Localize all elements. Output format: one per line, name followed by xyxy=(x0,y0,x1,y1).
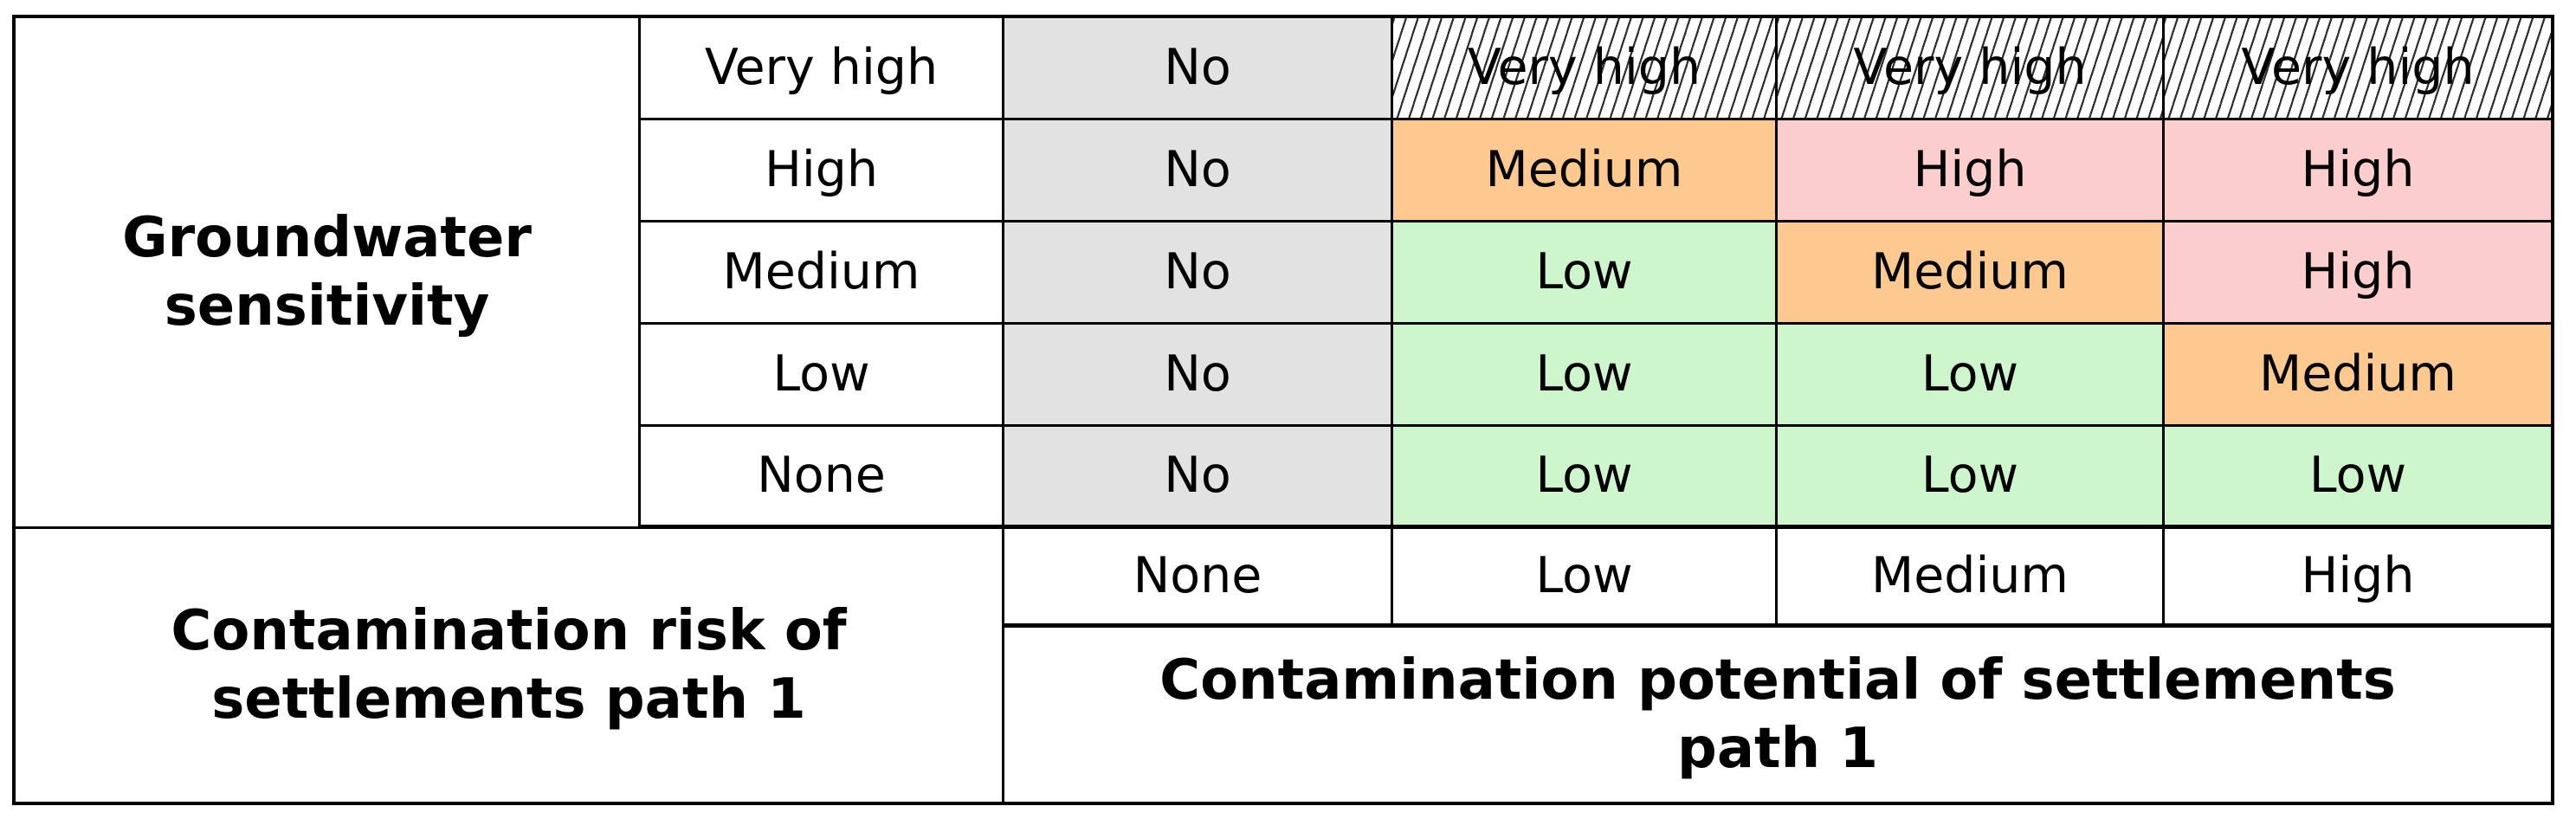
row-label-none: None xyxy=(641,427,1004,529)
matrix-cell: High xyxy=(1778,120,2165,222)
matrix-cell: No xyxy=(1004,120,1393,222)
matrix-cell: Low xyxy=(1778,427,2165,529)
matrix-cell: Medium xyxy=(1778,222,2165,325)
matrix-cell: Medium xyxy=(1393,120,1778,222)
matrix-cell: Low xyxy=(1778,325,2165,427)
risk-matrix-table: Groundwater sensitivity Very high No Ver… xyxy=(12,15,2554,805)
matrix-cell: High xyxy=(2165,120,2551,222)
matrix-cell: Low xyxy=(1393,427,1778,529)
matrix-cell: No xyxy=(1004,325,1393,427)
col-label-high: High xyxy=(2165,529,2551,628)
matrix-cell: Very high xyxy=(2165,18,2551,120)
matrix-cell: No xyxy=(1004,427,1393,529)
matrix-cell: Very high xyxy=(1778,18,2165,120)
matrix-cell: Medium xyxy=(2165,325,2551,427)
row-label-medium: Medium xyxy=(641,222,1004,325)
matrix-cell: Low xyxy=(1393,222,1778,325)
matrix-cell: High xyxy=(2165,222,2551,325)
matrix-cell: Very high xyxy=(1393,18,1778,120)
col-label-none: None xyxy=(1004,529,1393,628)
row-label-very-high: Very high xyxy=(641,18,1004,120)
matrix-cell: Low xyxy=(2165,427,2551,529)
col-label-low: Low xyxy=(1393,529,1778,628)
col-label-medium: Medium xyxy=(1778,529,2165,628)
row-axis-title: Groundwater sensitivity xyxy=(16,18,641,529)
result-title: Contamination risk of settlements path 1 xyxy=(16,529,1004,802)
row-label-high: High xyxy=(641,120,1004,222)
matrix-cell: Low xyxy=(1393,325,1778,427)
matrix-cell: No xyxy=(1004,222,1393,325)
matrix-cell: No xyxy=(1004,18,1393,120)
col-axis-title: Contamination potential of settlements p… xyxy=(1159,648,2396,781)
row-label-low: Low xyxy=(641,325,1004,427)
